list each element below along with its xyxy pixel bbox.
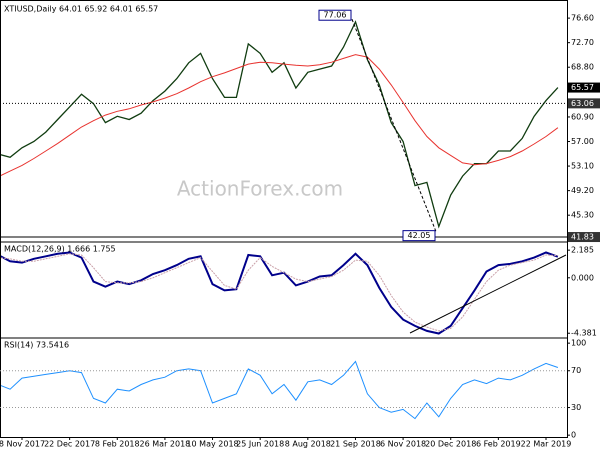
price-label: 42.05 xyxy=(408,231,431,240)
x-tick-label: 21 Sep 2018 xyxy=(330,440,381,449)
price-label-box xyxy=(402,230,436,242)
x-tick-label: 22 Dec 2017 xyxy=(44,440,95,449)
plot-area xyxy=(1,360,559,420)
price-label: 77.06 xyxy=(324,11,347,20)
trend-line xyxy=(351,19,437,232)
y-tick-label: 70 xyxy=(571,366,581,375)
y-tick-label: -4.381 xyxy=(571,329,597,338)
panel-title: MACD(12,26,9) 1.666 1.755 xyxy=(4,245,116,254)
series-line xyxy=(1,20,559,229)
x-tick-label: 8 Aug 2018 xyxy=(285,440,331,449)
y-tick-label: 30 xyxy=(571,403,581,412)
y-tick-label: 2.185 xyxy=(571,246,594,255)
price-marker xyxy=(568,98,600,109)
y-tick-label: 53.10 xyxy=(571,162,594,171)
x-tick-label: 26 Mar 2018 xyxy=(140,440,191,449)
plot-area xyxy=(1,20,559,229)
x-tick-label: 6 Feb 2019 xyxy=(476,440,521,449)
series-line xyxy=(1,360,559,420)
y-tick-label: 57.00 xyxy=(571,137,594,146)
y-tick-label: 45.30 xyxy=(571,211,594,220)
y-tick-label: 100 xyxy=(571,339,586,348)
series-line xyxy=(1,253,558,332)
y-tick-label: 76.60 xyxy=(571,14,594,23)
price-marker-label: 41.83 xyxy=(571,233,594,242)
x-tick-label: 22 Mar 2019 xyxy=(521,440,572,449)
y-tick-label: 0.000 xyxy=(571,273,594,282)
panel-title: RSI(14) 73.5416 xyxy=(4,341,69,350)
series-line xyxy=(1,54,559,177)
watermark: ActionForex.com xyxy=(177,177,343,201)
y-tick-label: 72.70 xyxy=(571,38,594,47)
x-tick-label: 6 Nov 2018 xyxy=(380,440,426,449)
x-tick-label: 20 Dec 2018 xyxy=(425,440,476,449)
panel-title: XTIUSD,Daily 64.01 65.92 64.01 65.57 xyxy=(4,5,158,14)
y-tick-label: 0 xyxy=(571,431,576,440)
price-marker-label: 65.57 xyxy=(571,83,594,92)
y-tick-label: 49.20 xyxy=(571,186,594,195)
price-marker-label: 63.06 xyxy=(571,99,594,108)
x-tick-label: 25 Jun 2018 xyxy=(236,440,284,449)
y-tick-label: 68.80 xyxy=(571,63,594,72)
x-tick-label: 8 Feb 2018 xyxy=(95,440,140,449)
x-tick-label: 8 Nov 2017 xyxy=(0,440,45,449)
price-marker xyxy=(568,82,600,93)
plot-frame xyxy=(0,0,568,438)
price-marker xyxy=(568,232,600,243)
trend-line xyxy=(409,254,567,334)
y-tick-label: 60.90 xyxy=(571,112,594,121)
price-label-box xyxy=(318,9,352,21)
x-tick-label: 10 May 2018 xyxy=(186,440,238,449)
